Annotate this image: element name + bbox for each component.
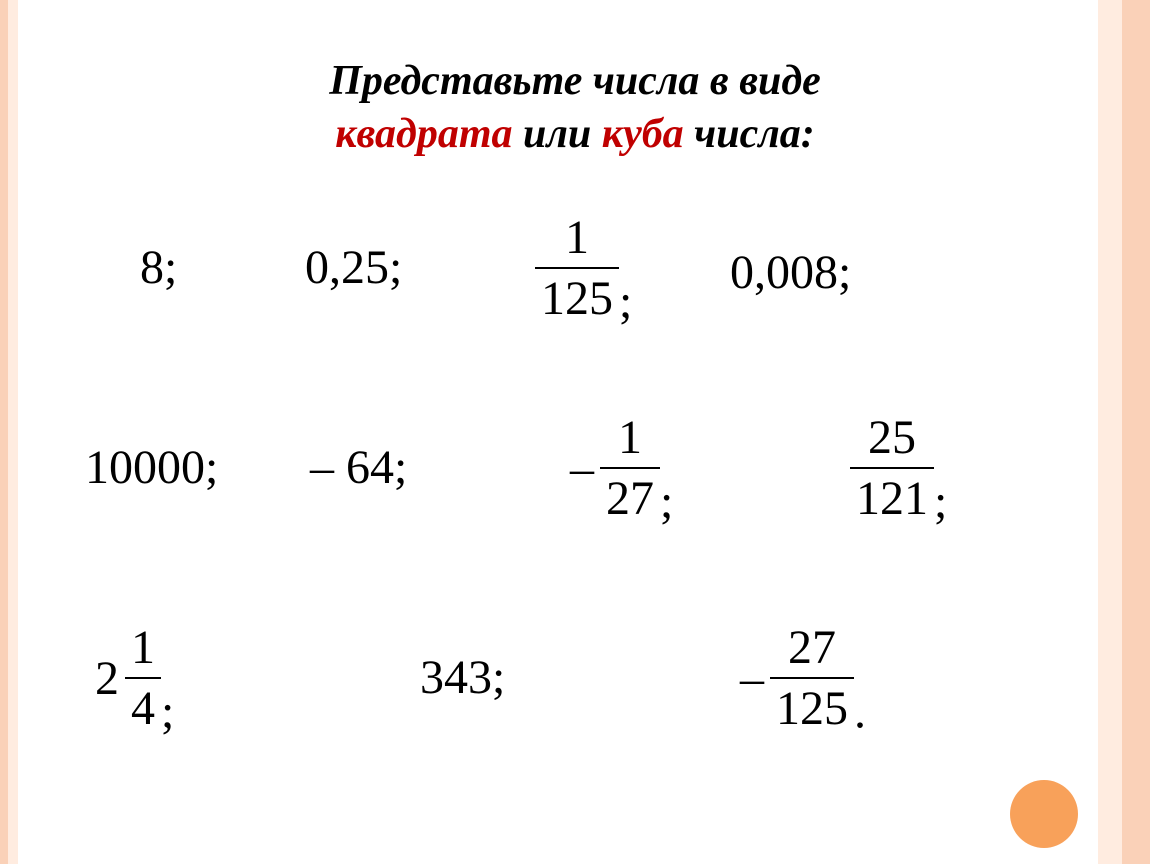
- fraction-num: 27: [770, 620, 854, 677]
- value-10000: 10000;: [85, 440, 218, 495]
- value-neg-27-125: – 27 125 .: [740, 620, 866, 736]
- punct: ;: [161, 684, 174, 739]
- value-25-121: 25 121 ;: [850, 410, 947, 526]
- fraction: 1 125: [535, 210, 619, 326]
- punct: .: [854, 684, 866, 739]
- value-2-1-4: 2 1 4 ;: [95, 620, 174, 736]
- title-line1: Представьте числа в виде: [329, 58, 821, 104]
- slide-root: Представьте числа в виде квадрата или ку…: [0, 0, 1150, 864]
- fraction-den: 4: [125, 677, 161, 736]
- punct: ;: [619, 274, 632, 329]
- fraction-den: 125: [770, 677, 854, 736]
- value-0-25: 0,25;: [305, 240, 402, 295]
- punct: ;: [934, 474, 947, 529]
- title-word-chisla: числа:: [684, 111, 815, 157]
- fraction-num: 25: [850, 410, 934, 467]
- slide-title: Представьте числа в виде квадрата или ку…: [0, 55, 1150, 160]
- value-1-125: 1 125 ;: [535, 210, 632, 326]
- fraction-den: 121: [850, 467, 934, 526]
- title-word-kvadrata: квадрата: [335, 111, 512, 157]
- fraction: 25 121: [850, 410, 934, 526]
- value-neg-1-27: – 1 27 ;: [570, 410, 673, 526]
- title-word-kuba: куба: [602, 111, 684, 157]
- decorative-circle: [1010, 780, 1078, 848]
- fraction-num: 1: [125, 620, 161, 677]
- fraction-num: 1: [600, 410, 660, 467]
- fraction: 27 125: [770, 620, 854, 736]
- fraction: 1 27: [600, 410, 660, 526]
- fraction-den: 27: [600, 467, 660, 526]
- title-word-ili: или: [513, 111, 602, 157]
- punct: ;: [660, 474, 673, 529]
- value-8: 8;: [140, 240, 177, 295]
- fraction-num: 1: [535, 210, 619, 267]
- minus-sign: –: [740, 651, 764, 706]
- value-neg64: – 64;: [310, 440, 407, 495]
- value-0-008: 0,008;: [730, 245, 851, 300]
- fraction-den: 125: [535, 267, 619, 326]
- minus-sign: –: [570, 441, 594, 496]
- fraction: 1 4: [125, 620, 161, 736]
- mixed-whole: 2: [95, 651, 119, 706]
- value-343: 343;: [420, 650, 505, 705]
